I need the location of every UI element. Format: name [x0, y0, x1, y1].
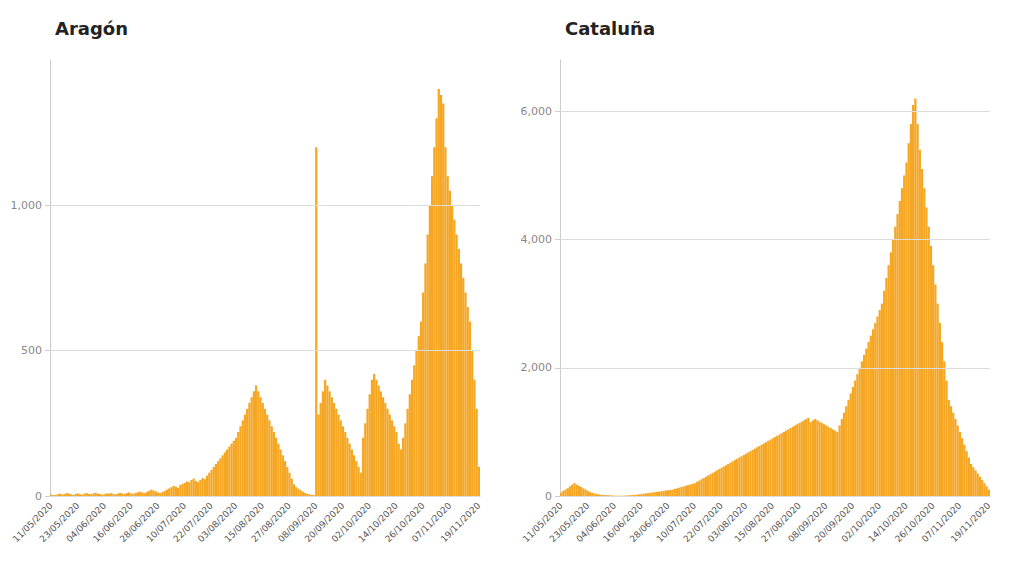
svg-text:0: 0 — [35, 490, 42, 503]
svg-text:11/05/2020: 11/05/2020 — [11, 500, 55, 545]
svg-text:07/11/2020: 07/11/2020 — [919, 500, 964, 545]
svg-text:14/10/2020: 14/10/2020 — [866, 500, 910, 545]
svg-text:6,000: 6,000 — [521, 105, 553, 118]
svg-text:03/08/2020: 03/08/2020 — [195, 500, 240, 545]
svg-text:04/06/2020: 04/06/2020 — [64, 500, 109, 545]
svg-text:Aragón: Aragón — [55, 18, 128, 39]
svg-text:Cataluña: Cataluña — [565, 18, 655, 39]
svg-text:14/10/2020: 14/10/2020 — [356, 500, 400, 545]
svg-text:10/07/2020: 10/07/2020 — [654, 500, 699, 545]
svg-text:26/10/2020: 26/10/2020 — [383, 500, 427, 545]
svg-text:10/07/2020: 10/07/2020 — [144, 500, 189, 545]
svg-text:23/05/2020: 23/05/2020 — [547, 500, 592, 545]
svg-text:11/05/2020: 11/05/2020 — [521, 500, 565, 545]
svg-text:28/06/2020: 28/06/2020 — [117, 500, 162, 545]
svg-text:19/11/2020: 19/11/2020 — [439, 500, 483, 544]
svg-text:19/11/2020: 19/11/2020 — [949, 500, 993, 544]
svg-text:28/06/2020: 28/06/2020 — [627, 500, 672, 545]
svg-text:22/07/2020: 22/07/2020 — [681, 500, 726, 545]
svg-text:07/11/2020: 07/11/2020 — [409, 500, 454, 545]
svg-text:03/08/2020: 03/08/2020 — [705, 500, 750, 545]
svg-text:08/09/2020: 08/09/2020 — [786, 500, 830, 545]
svg-text:26/10/2020: 26/10/2020 — [893, 500, 937, 545]
svg-text:16/06/2020: 16/06/2020 — [601, 500, 645, 545]
svg-text:15/08/2020: 15/08/2020 — [732, 500, 777, 545]
svg-text:20/09/2020: 20/09/2020 — [302, 500, 347, 545]
svg-text:500: 500 — [21, 344, 42, 357]
svg-text:27/08/2020: 27/08/2020 — [249, 500, 293, 545]
svg-text:23/05/2020: 23/05/2020 — [37, 500, 82, 545]
svg-text:15/08/2020: 15/08/2020 — [222, 500, 267, 545]
svg-text:2,000: 2,000 — [521, 361, 553, 374]
svg-text:1,000: 1,000 — [11, 199, 43, 212]
svg-text:02/10/2020: 02/10/2020 — [839, 500, 884, 545]
svg-text:16/06/2020: 16/06/2020 — [91, 500, 135, 545]
svg-text:04/06/2020: 04/06/2020 — [574, 500, 619, 545]
svg-text:20/09/2020: 20/09/2020 — [812, 500, 857, 545]
svg-text:08/09/2020: 08/09/2020 — [276, 500, 320, 545]
svg-text:02/10/2020: 02/10/2020 — [329, 500, 374, 545]
svg-text:0: 0 — [545, 490, 552, 503]
svg-text:4,000: 4,000 — [521, 233, 553, 246]
svg-text:27/08/2020: 27/08/2020 — [759, 500, 803, 545]
svg-text:22/07/2020: 22/07/2020 — [171, 500, 216, 545]
